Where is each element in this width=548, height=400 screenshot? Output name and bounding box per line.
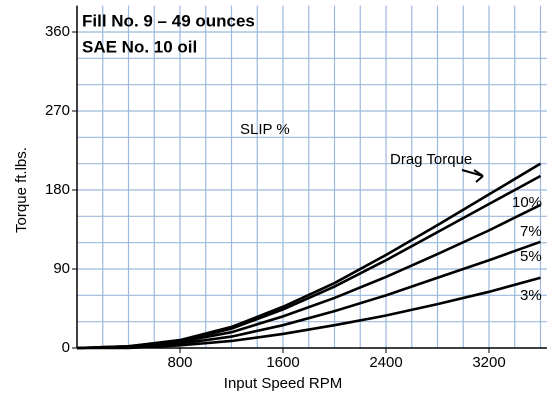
x-tick-label: 800 <box>167 354 192 371</box>
chart-subtitle: SAE No. 10 oil <box>82 37 197 56</box>
x-tick-label: 3200 <box>472 354 505 371</box>
line <box>77 276 541 350</box>
y-axis-title: Torque ft.lbs. <box>13 147 30 233</box>
series-label: 3% <box>520 287 542 304</box>
y-tick-label: 270 <box>45 102 70 119</box>
x-tick-label: 2400 <box>369 354 402 371</box>
y-tick-label: 0 <box>62 339 70 356</box>
y-tick-label: 180 <box>45 181 70 198</box>
line <box>76 240 541 350</box>
x-axis-title: Input Speed RPM <box>224 375 342 392</box>
series-label: 7% <box>520 223 542 240</box>
arrow <box>461 169 484 183</box>
chart-title: Fill No. 9 – 49 ounces <box>82 11 255 30</box>
series-label: 5% <box>520 248 542 265</box>
y-tick-label: 90 <box>53 260 70 277</box>
series-label: 10% <box>512 194 542 211</box>
series-label: Drag Torque <box>390 151 472 168</box>
x-tick-label: 1600 <box>266 354 299 371</box>
y-tick-label: 360 <box>45 23 70 40</box>
annotation: SLIP % <box>240 121 290 138</box>
